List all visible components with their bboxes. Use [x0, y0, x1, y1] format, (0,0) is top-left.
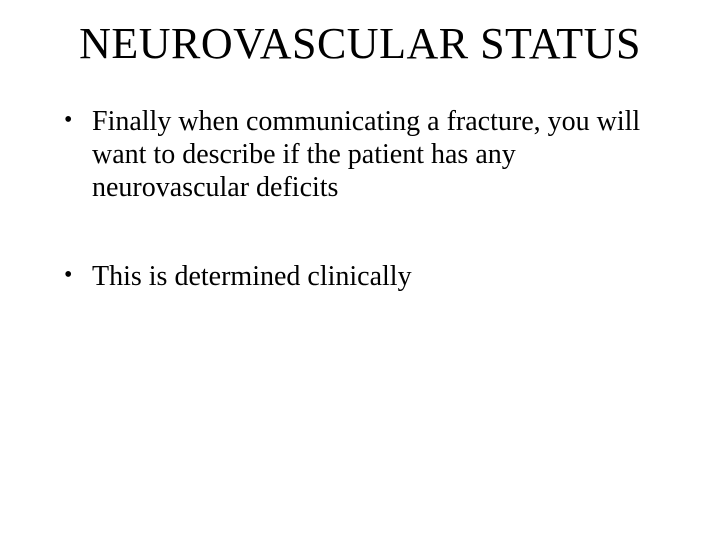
slide-title: NEUROVASCULAR STATUS: [48, 18, 672, 69]
list-item: Finally when communicating a fracture, y…: [64, 105, 672, 204]
list-item: This is determined clinically: [64, 260, 672, 293]
slide: NEUROVASCULAR STATUS Finally when commun…: [0, 0, 720, 540]
bullet-list: Finally when communicating a fracture, y…: [48, 105, 672, 293]
